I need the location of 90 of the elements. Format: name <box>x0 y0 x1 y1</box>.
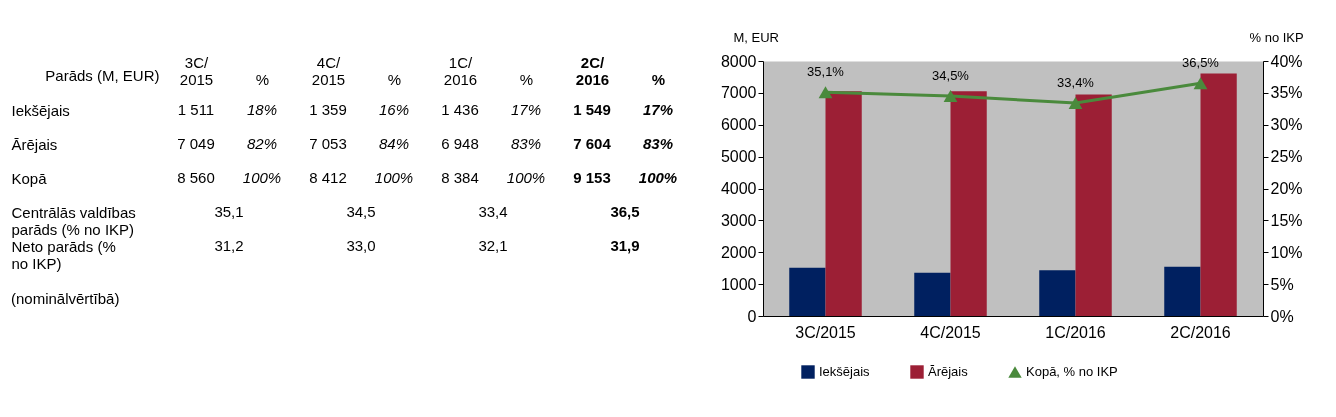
y2-axis-title: % no IKP <box>1249 29 1304 45</box>
bar <box>1164 266 1201 316</box>
data-label: 34,5% <box>932 68 970 84</box>
text: 100% <box>638 169 678 186</box>
category-label: % <box>519 70 534 88</box>
y2-tick-label: 15% <box>1270 211 1303 229</box>
y2-tick-label: 10% <box>1270 243 1303 261</box>
text: 7 053 <box>309 135 347 152</box>
text: 18% <box>246 101 278 118</box>
point <box>943 90 958 103</box>
category-label: 4C/ 2015 <box>311 53 346 88</box>
y2-tick-label: 40% <box>1270 52 1303 70</box>
y2-tick-label: 30% <box>1270 116 1303 134</box>
bar <box>1200 73 1237 316</box>
text: 17% <box>642 101 674 118</box>
point <box>1068 97 1083 110</box>
bar <box>950 91 987 316</box>
category-label: Centrālās valdības parāds (% no IKP) <box>11 203 136 238</box>
category-label: % <box>387 70 402 88</box>
text: 1 359 <box>309 101 347 118</box>
text: 82% <box>246 135 278 152</box>
y2-tick-label: 0% <box>1270 307 1294 325</box>
text: (nominālvērtībā) <box>11 290 120 307</box>
category-label: Ārējais <box>11 135 58 153</box>
category-label: Kopā <box>11 169 47 187</box>
y-tick-label: 3000 <box>720 211 757 229</box>
y2-tick-label: 35% <box>1270 84 1303 102</box>
y-tick-label: 0 <box>747 307 757 325</box>
text: 31,9 <box>610 237 640 254</box>
text: 7 049 <box>177 135 215 152</box>
text: 83% <box>510 135 542 152</box>
text: 32,1 <box>478 237 508 254</box>
text: 8 384 <box>441 169 479 186</box>
y-tick-label: 5000 <box>720 148 757 166</box>
text: 6 948 <box>441 135 479 152</box>
legend-label: Kopā, % no IKP <box>1026 364 1118 379</box>
text: 8 412 <box>309 169 347 186</box>
text: 36,5 <box>610 203 640 220</box>
text: 84% <box>378 135 410 152</box>
y-tick-label: 6000 <box>720 116 757 134</box>
y2-tick-label: 25% <box>1270 148 1303 166</box>
category-label: Iekšējais <box>11 101 70 119</box>
text: 17% <box>510 101 542 118</box>
text: 7 604 <box>573 135 611 152</box>
y-tick-label: 2000 <box>720 243 757 261</box>
text: 35,1 <box>214 203 244 220</box>
text: 16% <box>378 101 410 118</box>
text: 9 153 <box>573 169 611 186</box>
y-tick-label: 1000 <box>720 275 757 293</box>
category-label: % <box>255 70 270 88</box>
text: Parāds (M, EUR) <box>45 66 160 84</box>
legend-label: Ārējais <box>928 364 969 379</box>
text: 1 436 <box>441 101 479 118</box>
legend-label: Iekšējais <box>819 364 871 379</box>
text: 1 549 <box>573 101 611 118</box>
text: 33,0 <box>346 237 376 254</box>
x-tick-label: 1C/2016 <box>1045 323 1106 341</box>
x-tick-label: 4C/2015 <box>920 323 981 341</box>
category-label: % <box>651 70 666 88</box>
bar <box>914 272 951 316</box>
point <box>1193 77 1208 90</box>
data-label: 36,5% <box>1182 55 1220 71</box>
y-tick-label: 7000 <box>720 84 757 102</box>
point <box>818 86 833 99</box>
category-label: 2C/ 2016 <box>575 53 610 88</box>
y-tick-label: 4000 <box>720 180 757 197</box>
text: 83% <box>642 135 674 152</box>
data-label: 33,4% <box>1057 75 1095 91</box>
text: 31,2 <box>214 237 244 254</box>
bar <box>789 267 826 316</box>
bar <box>1075 94 1112 316</box>
text: 33,4 <box>478 203 508 220</box>
x-tick-label: 3C/2015 <box>795 323 856 341</box>
text: 34,5 <box>346 203 376 220</box>
x-tick-label: 2C/2016 <box>1170 323 1231 341</box>
y2-tick-label: 5% <box>1270 275 1294 293</box>
bar <box>1039 270 1076 316</box>
text: 100% <box>242 169 282 186</box>
text: 100% <box>374 169 414 186</box>
category-label: 3C/ 2015 <box>179 53 214 88</box>
y-axis-title: M, EUR <box>733 29 779 45</box>
data-label: 35,1% <box>807 64 845 80</box>
y2-tick-label: 20% <box>1270 180 1303 197</box>
category-label: Neto parāds (% no IKP) <box>11 237 116 272</box>
text: 8 560 <box>177 169 215 186</box>
bar <box>825 91 862 316</box>
y-tick-label: 8000 <box>720 52 757 70</box>
text: 100% <box>506 169 546 186</box>
category-label: 1C/ 2016 <box>443 53 478 88</box>
text: 1 511 <box>177 101 215 118</box>
